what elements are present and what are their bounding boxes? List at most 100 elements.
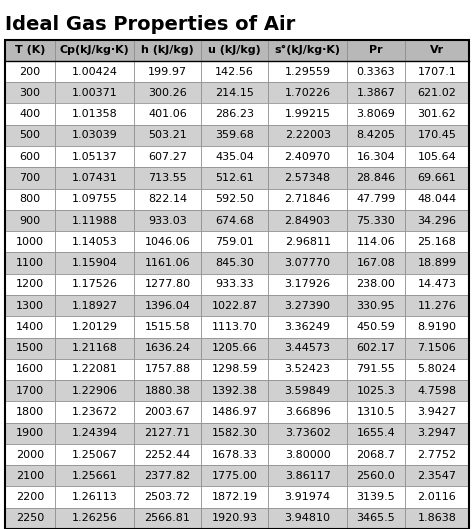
Text: 401.06: 401.06 xyxy=(148,109,187,119)
Bar xyxy=(55,104,134,125)
Bar xyxy=(134,508,201,529)
Text: 1515.58: 1515.58 xyxy=(145,322,191,332)
Text: 34.296: 34.296 xyxy=(418,215,456,225)
Bar xyxy=(5,104,55,125)
Text: 435.04: 435.04 xyxy=(215,152,254,162)
Text: 69.661: 69.661 xyxy=(418,173,456,183)
Bar xyxy=(201,402,268,423)
Text: 1.26256: 1.26256 xyxy=(72,513,118,523)
Text: 2.40970: 2.40970 xyxy=(284,152,331,162)
Bar xyxy=(405,210,469,231)
Bar xyxy=(201,104,268,125)
Bar xyxy=(55,231,134,252)
Bar xyxy=(347,104,405,125)
Bar xyxy=(55,508,134,529)
Text: 621.02: 621.02 xyxy=(418,88,456,98)
Bar xyxy=(268,125,347,146)
Text: 1.70226: 1.70226 xyxy=(284,88,331,98)
Bar xyxy=(5,252,55,273)
Text: 75.330: 75.330 xyxy=(356,215,395,225)
Text: 1775.00: 1775.00 xyxy=(212,471,257,481)
Bar xyxy=(5,423,55,444)
Text: 3.94810: 3.94810 xyxy=(284,513,331,523)
Bar xyxy=(55,380,134,402)
Text: 3.73602: 3.73602 xyxy=(285,428,330,438)
Text: 8.4205: 8.4205 xyxy=(356,131,395,140)
Text: 1582.30: 1582.30 xyxy=(212,428,257,438)
Bar xyxy=(134,189,201,210)
Text: 1.3867: 1.3867 xyxy=(356,88,395,98)
Text: 3.86117: 3.86117 xyxy=(285,471,330,481)
Text: 607.27: 607.27 xyxy=(148,152,187,162)
Text: 199.97: 199.97 xyxy=(148,67,187,77)
Text: 1300: 1300 xyxy=(16,300,44,311)
Bar xyxy=(405,125,469,146)
Text: 1880.38: 1880.38 xyxy=(145,386,191,396)
Bar xyxy=(268,231,347,252)
Bar xyxy=(405,146,469,167)
Bar xyxy=(5,40,55,61)
Bar xyxy=(347,402,405,423)
Text: 1025.3: 1025.3 xyxy=(356,386,395,396)
Bar xyxy=(5,61,55,82)
Bar xyxy=(347,359,405,380)
Bar xyxy=(268,189,347,210)
Text: 800: 800 xyxy=(19,194,40,204)
Bar xyxy=(55,487,134,508)
Text: 2.71846: 2.71846 xyxy=(284,194,331,204)
Bar xyxy=(55,189,134,210)
Bar xyxy=(134,40,201,61)
Bar xyxy=(201,231,268,252)
Bar xyxy=(201,146,268,167)
Text: 1.07431: 1.07431 xyxy=(72,173,118,183)
Text: 2.7752: 2.7752 xyxy=(418,450,456,460)
Text: 1.22906: 1.22906 xyxy=(72,386,118,396)
Bar xyxy=(201,508,268,529)
Bar xyxy=(55,423,134,444)
Text: 2503.72: 2503.72 xyxy=(145,492,191,502)
Bar xyxy=(268,338,347,359)
Text: T (K): T (K) xyxy=(15,45,45,56)
Bar xyxy=(347,338,405,359)
Text: 1161.06: 1161.06 xyxy=(145,258,191,268)
Text: 3.2947: 3.2947 xyxy=(418,428,456,438)
Text: 170.45: 170.45 xyxy=(418,131,456,140)
Text: 1.03039: 1.03039 xyxy=(72,131,118,140)
Text: 47.799: 47.799 xyxy=(356,194,395,204)
Bar xyxy=(201,380,268,402)
Bar xyxy=(134,359,201,380)
Bar xyxy=(405,423,469,444)
Bar xyxy=(5,273,55,295)
Bar xyxy=(405,104,469,125)
Bar xyxy=(5,146,55,167)
Text: Vr: Vr xyxy=(430,45,444,56)
Text: 1920.93: 1920.93 xyxy=(211,513,257,523)
Bar xyxy=(405,402,469,423)
Text: 1.25067: 1.25067 xyxy=(72,450,118,460)
Bar xyxy=(347,423,405,444)
Bar xyxy=(268,444,347,465)
Text: 933.33: 933.33 xyxy=(215,279,254,289)
Text: 2.22003: 2.22003 xyxy=(284,131,331,140)
Text: 2068.7: 2068.7 xyxy=(356,450,395,460)
Text: 1.15904: 1.15904 xyxy=(72,258,118,268)
Bar xyxy=(268,82,347,104)
Bar xyxy=(347,273,405,295)
Bar xyxy=(5,231,55,252)
Text: 1000: 1000 xyxy=(16,237,44,247)
Text: 3.17926: 3.17926 xyxy=(284,279,331,289)
Text: 25.168: 25.168 xyxy=(418,237,456,247)
Bar xyxy=(134,146,201,167)
Text: 3.59849: 3.59849 xyxy=(284,386,331,396)
Text: 791.55: 791.55 xyxy=(356,364,395,375)
Text: Cp(kJ/kg·K): Cp(kJ/kg·K) xyxy=(60,45,129,56)
Text: 142.56: 142.56 xyxy=(215,67,254,77)
Text: 1.17526: 1.17526 xyxy=(72,279,118,289)
Text: 7.1506: 7.1506 xyxy=(418,343,456,353)
Text: 1500: 1500 xyxy=(16,343,44,353)
Text: 3.36249: 3.36249 xyxy=(284,322,331,332)
Text: 1486.97: 1486.97 xyxy=(211,407,258,417)
Text: 592.50: 592.50 xyxy=(215,194,254,204)
Bar xyxy=(347,252,405,273)
Text: 2000: 2000 xyxy=(16,450,44,460)
